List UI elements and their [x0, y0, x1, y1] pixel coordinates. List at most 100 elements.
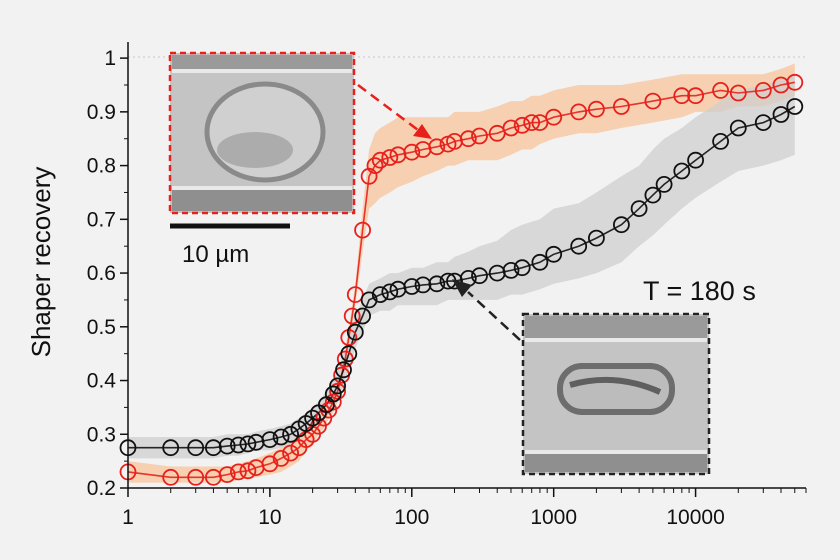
- x-tick-label: 1: [122, 506, 134, 529]
- series-0-point: [354, 221, 372, 239]
- series-0-point: [459, 130, 477, 148]
- series-0-point: [502, 119, 520, 137]
- series-1-point: [687, 151, 704, 169]
- y-tick-label: 0.8: [87, 155, 116, 178]
- series-1-point: [403, 278, 421, 295]
- y-tick-label: 0.5: [87, 316, 116, 339]
- series-1-point: [531, 253, 549, 271]
- series-0-point: [366, 157, 384, 175]
- series-0-point: [513, 116, 531, 134]
- series-1-point: [712, 132, 729, 150]
- x-tick-label: 100: [394, 506, 429, 529]
- series-1-point: [187, 439, 205, 457]
- series-1-point: [360, 291, 378, 309]
- inset-image-folded-cell: [521, 312, 711, 476]
- y-axis-label: Shaper recovery: [26, 167, 56, 358]
- temperature-annotation: T = 180 s: [643, 276, 756, 306]
- series-0-point: [644, 92, 662, 110]
- series-1-point: [335, 361, 352, 379]
- y-tick-label: 0.6: [87, 262, 116, 285]
- series-0-point: [687, 87, 704, 105]
- series-1-point: [371, 286, 389, 304]
- callout-arrows: [357, 84, 521, 341]
- series-1-point: [613, 216, 630, 234]
- series-0-point: [588, 100, 605, 118]
- series-1-point: [588, 229, 605, 247]
- series-1-point: [772, 106, 790, 123]
- series-1-point: [414, 276, 432, 294]
- series-1-point: [272, 428, 290, 446]
- series-1-point: [354, 307, 372, 325]
- series-0-point: [187, 468, 205, 486]
- series-0-point: [239, 462, 257, 480]
- series-0-point: [712, 82, 729, 99]
- axes: 0.2 0.3 0.4 0.5 0.6 0.7 0.8 0.9 1 1 10 100 1000 1000…: [87, 42, 807, 529]
- series-1-point: [502, 261, 520, 279]
- series-0-point: [324, 393, 342, 411]
- series-1-point: [239, 435, 257, 453]
- series-1-point: [204, 439, 222, 457]
- data-markers: [119, 73, 804, 486]
- y-tick-label: 0.3: [87, 423, 116, 446]
- series-0-point: [329, 382, 347, 400]
- series-0-point: [218, 466, 236, 484]
- series-1-point: [570, 237, 588, 255]
- series-0-point: [428, 138, 446, 156]
- series-1-point: [471, 267, 488, 285]
- y-tick-label: 0.4: [87, 370, 117, 393]
- scale-bar: 10 µm: [170, 223, 290, 268]
- series-1-point: [729, 119, 747, 137]
- scale-bar-label: 10 µm: [182, 241, 249, 268]
- error-bands: [128, 63, 795, 483]
- series-0-point: [786, 73, 804, 91]
- series-0-point: [162, 468, 180, 486]
- series-1-band: [128, 74, 795, 459]
- series-1-point: [304, 409, 322, 427]
- x-ticks: 1 10 100 1000 10000: [122, 488, 807, 529]
- series-0-point: [613, 98, 630, 115]
- y-tick-label: 1: [104, 47, 116, 70]
- y-ticks: 0.2 0.3 0.4 0.5 0.6 0.7 0.8 0.9 1: [87, 47, 128, 500]
- series-1-point: [324, 385, 342, 403]
- y-tick-label: 0.9: [87, 101, 116, 124]
- series-1-point: [786, 98, 804, 115]
- series-0-point: [523, 114, 541, 131]
- series-0-point: [570, 103, 588, 121]
- series-0-point: [381, 149, 399, 166]
- series-1-point: [754, 114, 772, 131]
- series-0-point: [754, 82, 772, 99]
- series-0-point: [471, 127, 488, 145]
- series-0-point: [545, 108, 563, 126]
- series-1-point: [218, 437, 236, 455]
- series-0-point: [371, 151, 389, 169]
- series-0-point: [272, 449, 290, 467]
- series-1-point: [340, 345, 358, 363]
- series-1-point: [545, 245, 563, 263]
- series-0-point: [403, 143, 421, 161]
- series-0-point: [729, 84, 747, 102]
- series-1-point: [513, 259, 531, 277]
- series-0-point: [282, 444, 300, 462]
- series-1-point: [329, 377, 347, 395]
- series-1-point: [673, 162, 691, 180]
- inset-image-stretched-cell: [168, 51, 356, 215]
- series-1-point: [655, 175, 673, 193]
- series-0-point: [673, 87, 691, 105]
- series-1-point: [229, 436, 247, 454]
- x-tick-label: 10: [258, 506, 281, 529]
- y-tick-label: 0.7: [87, 208, 116, 231]
- series-0-point: [261, 455, 279, 473]
- series-1-point: [644, 186, 662, 204]
- y-tick-label: 0.2: [87, 477, 116, 500]
- x-tick-label: 1000: [530, 506, 577, 529]
- series-1-point: [261, 431, 279, 449]
- series-1-point: [381, 283, 399, 301]
- series-0-point: [229, 463, 247, 481]
- series-0-point: [343, 307, 361, 325]
- x-tick-label: 10000: [666, 506, 724, 529]
- series-1-point: [428, 275, 446, 293]
- series-1-point: [346, 323, 364, 341]
- series-1-point: [630, 200, 648, 218]
- series-0-line: [127, 81, 795, 479]
